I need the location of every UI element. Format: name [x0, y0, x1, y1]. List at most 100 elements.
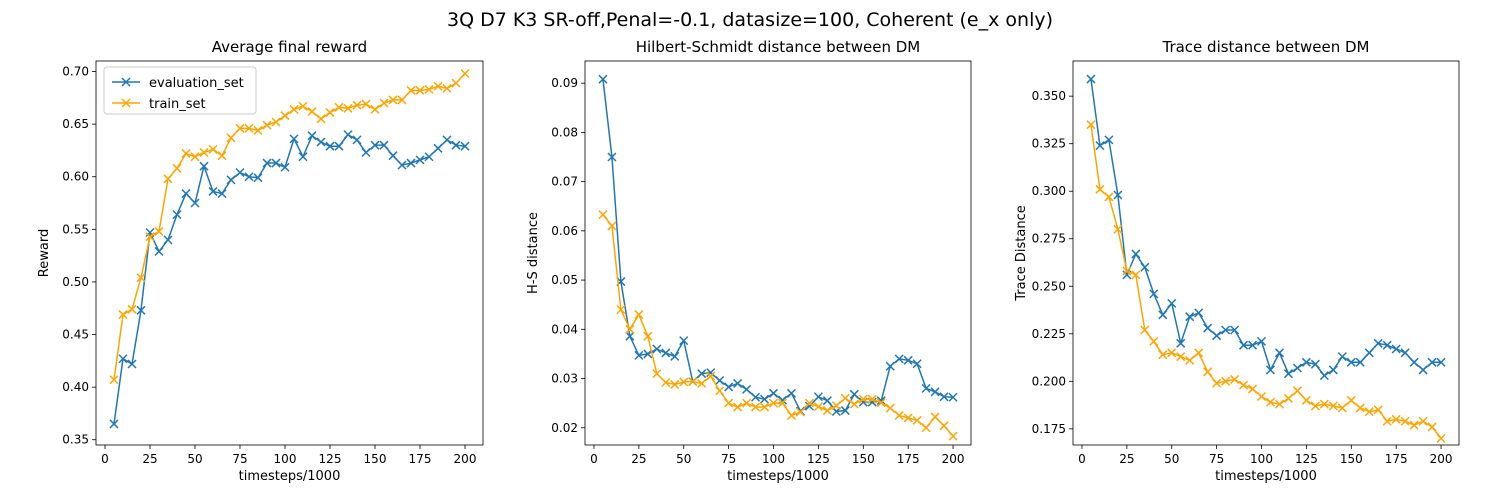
data-point [1274, 348, 1284, 358]
y-tick-label: 0.65 [62, 117, 89, 131]
x-tick-label: 25 [1119, 452, 1134, 466]
legend-item-evaluation_set: evaluation_set [112, 76, 244, 91]
x-tick-label: 150 [852, 452, 875, 466]
figure-suptitle: 3Q D7 K3 SR-off,Penal=-0.1, datasize=100… [447, 9, 1053, 31]
data-point [343, 130, 353, 140]
data-point [136, 305, 146, 315]
data-point [307, 106, 317, 117]
x-tick-label: 50 [676, 452, 691, 466]
legend-box [103, 66, 257, 115]
x-axis-label: timesteps/1000 [727, 469, 829, 484]
data-point [1310, 401, 1320, 411]
y-tick-label: 0.09 [551, 76, 578, 90]
y-tick-label: 0.03 [551, 372, 578, 386]
data-point [361, 99, 371, 109]
y-axis-label: H-S distance [526, 212, 541, 294]
x-tick-label: 0 [1078, 452, 1086, 466]
panel-title: Average final reward [212, 38, 367, 56]
x-tick-label: 200 [1430, 452, 1453, 466]
data-point [643, 331, 653, 341]
data-point [921, 383, 931, 393]
data-point [451, 78, 461, 88]
data-point [325, 108, 335, 118]
y-tick-label: 0.07 [551, 175, 578, 189]
data-point [226, 175, 236, 185]
y-tick-label: 0.05 [551, 273, 578, 287]
data-point [1400, 348, 1410, 358]
data-point [1283, 393, 1293, 403]
x-tick-label: 175 [897, 452, 920, 466]
legend: evaluation_set train_set [103, 66, 257, 115]
data-point [1409, 420, 1419, 430]
series-train_set [598, 210, 958, 441]
data-point [822, 396, 832, 406]
data-point [921, 423, 931, 433]
data-point [271, 117, 281, 127]
data-point [661, 377, 671, 388]
data-point [262, 120, 272, 130]
data-point [127, 304, 137, 314]
data-point [706, 368, 716, 378]
data-point [217, 151, 227, 161]
data-point [903, 355, 913, 365]
x-tick-label: 150 [1340, 452, 1363, 466]
data-point [1221, 376, 1231, 386]
x-tick-label: 200 [454, 452, 477, 466]
data-point [370, 104, 380, 114]
data-point [876, 396, 886, 406]
data-point [451, 140, 461, 150]
data-point [406, 85, 416, 95]
data-point [208, 144, 218, 154]
x-tick-label: 75 [1209, 452, 1224, 466]
data-point [109, 419, 119, 429]
data-point [1203, 323, 1213, 333]
x-tick-label: 75 [232, 452, 247, 466]
series-train_set [1086, 120, 1446, 443]
data-point [930, 412, 940, 422]
data-point [760, 402, 770, 412]
data-point [1364, 407, 1374, 417]
data-point [1337, 352, 1347, 362]
series-line [602, 214, 954, 437]
data-point [777, 398, 788, 408]
data-point [634, 310, 644, 320]
data-point [1212, 331, 1222, 341]
data-point [1265, 365, 1276, 375]
data-point [1283, 369, 1293, 379]
x-tick-label: 50 [1164, 452, 1179, 466]
data-point [1346, 395, 1356, 405]
data-point [406, 158, 416, 168]
data-point [948, 431, 958, 441]
data-point [679, 377, 689, 387]
data-point [316, 137, 326, 147]
plot-frame [95, 60, 484, 446]
data-point [1167, 298, 1177, 308]
chart-panel-2: Hilbert-Schmidt distance between DM 0 25 50… [526, 38, 972, 484]
x-tick-label: 0 [590, 452, 598, 466]
chart-panel-1: Average final reward 0 25 50 75 100 125 150 175 2… [37, 38, 484, 484]
data-point [1364, 348, 1374, 358]
data-point [1373, 338, 1383, 348]
data-point [253, 173, 263, 183]
data-point [1346, 357, 1356, 367]
data-point [813, 402, 823, 412]
data-point [154, 246, 164, 256]
x-axis-label: timesteps/1000 [1215, 469, 1317, 484]
x-tick-label: 125 [807, 452, 830, 466]
data-point [154, 226, 164, 236]
data-point [109, 375, 119, 385]
data-point [244, 172, 254, 182]
data-point [289, 104, 299, 114]
data-point [1104, 135, 1114, 145]
x-tick-label: 0 [101, 452, 109, 466]
legend-marker [121, 77, 131, 87]
data-point [280, 162, 290, 172]
data-point [1382, 340, 1392, 350]
data-point [325, 141, 335, 151]
data-point [885, 361, 895, 371]
x-tick-label: 100 [1250, 452, 1273, 466]
data-point [397, 160, 407, 170]
data-point [298, 101, 308, 111]
data-point [1140, 325, 1150, 335]
data-point [697, 369, 707, 379]
